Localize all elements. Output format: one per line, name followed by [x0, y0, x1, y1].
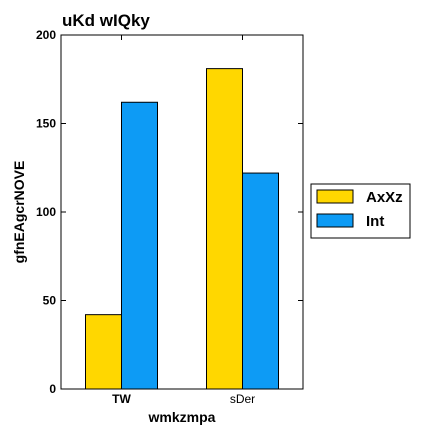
y-tick-label: 150	[36, 117, 56, 131]
y-tick-label: 50	[43, 294, 57, 308]
y-tick-label: 0	[49, 382, 56, 396]
bar-AxXz-sDer	[206, 68, 243, 390]
y-axis-label: gfnEAgcrNOVE	[11, 161, 27, 264]
legend-label: Int	[366, 213, 384, 230]
legend-swatch-AxXz	[316, 189, 354, 204]
legend: AxXz Int	[310, 183, 411, 239]
x-axis-label: wmkzmpa	[148, 409, 216, 425]
legend-label: AxXz	[366, 189, 403, 206]
y-tick-label: 200	[36, 28, 56, 42]
chart-title: uKd wIQky	[62, 11, 150, 30]
y-axis: 0 50 100 150 200	[36, 28, 303, 396]
y-tick-label: 100	[36, 205, 56, 219]
x-tick-label: sDer	[230, 392, 255, 406]
x-tick-label: TW	[112, 392, 131, 406]
legend-swatch-Int	[316, 213, 354, 228]
bar-Int-TW	[121, 101, 158, 390]
x-axis: TW sDer	[112, 35, 255, 406]
bar-Int-sDer	[242, 172, 279, 390]
bar-AxXz-TW	[85, 314, 122, 390]
bars-group	[85, 68, 279, 390]
